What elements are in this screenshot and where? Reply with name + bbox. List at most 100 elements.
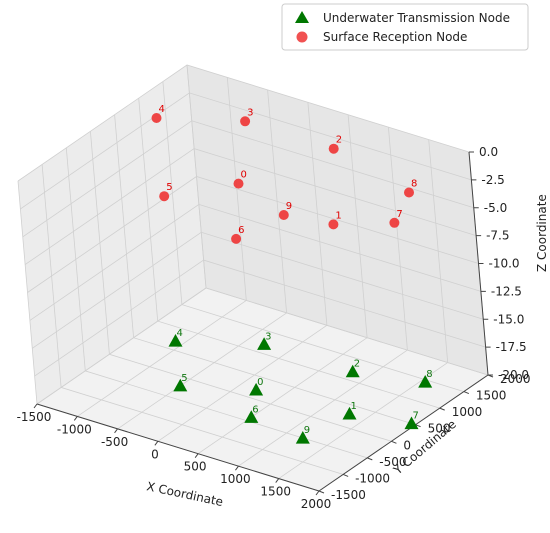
x-tick-label: -500 [101,435,128,449]
y-tick-label: 2000 [500,372,531,386]
tick-labels: -1500-1000-5000500100015002000-1500-1000… [17,145,531,511]
transmission-node-label: 7 [413,411,419,422]
y-tick [318,490,325,494]
z-tick-label: -10.0 [489,257,520,271]
x-tick-label: 2000 [301,497,332,511]
y-tick [439,407,445,411]
x-tick [33,403,38,409]
reception-node-label: 0 [241,170,247,181]
grid-line-z [22,120,474,238]
legend-series-2-label: Surface Reception Node [323,30,467,44]
y-tick [367,457,373,461]
reception-node-marker [278,210,289,220]
z-tick-label: -17.5 [496,340,527,354]
grid-line-z [32,231,484,349]
reception-node-marker [159,191,170,202]
transmission-node-marker [173,378,188,392]
legend-circle-icon [296,31,308,43]
transmission-node-label: 4 [177,328,183,339]
y-tick-label: -1000 [355,471,390,485]
z-tick-label: 0.0 [479,145,498,159]
transmission-node-marker [345,364,360,378]
x-tick-label: 500 [184,460,207,474]
grid-line-z [24,148,477,265]
reception-node-marker [233,178,244,189]
data-points: 0 1 2 3 4 5 6 7 8 9 0 1 2 3 4 5 6 7 8 9 [151,104,433,444]
x-axis-label: X Coordinate [145,479,224,509]
reception-node-marker [389,217,400,228]
transmission-node-label: 6 [252,404,258,415]
grid-line-z [20,92,472,210]
transmission-node-marker [244,410,259,423]
reception-node-label: 1 [335,210,341,221]
y-tick [391,440,397,444]
reception-node-marker [231,233,242,244]
reception-node-marker [240,116,251,127]
reception-node-marker [328,143,339,154]
z-tick-label: -5.0 [484,201,507,215]
x-tick [194,453,199,459]
x-tick [235,465,239,471]
grid-line-z [29,203,482,321]
x-tick-label: 1000 [220,472,251,486]
y-tick-label: 0 [403,438,411,452]
z-tick-label: -7.5 [486,229,509,243]
x-tick-label: -1000 [57,422,92,436]
y-tick-label: 500 [428,422,451,436]
grid-line-z [34,259,486,377]
y-axis-line [318,374,489,492]
floor-pane [37,288,488,491]
reception-node-label: 3 [247,107,253,118]
grid-line-z [27,176,479,293]
transmission-node-marker [342,406,357,420]
transmission-node-marker [257,337,272,350]
x-tick [275,478,280,483]
y-tick [463,391,470,395]
x-axis-line [36,403,320,492]
x-tick-label: -1500 [17,410,52,424]
z-tick-label: -20.0 [498,368,529,382]
legend-box [281,3,529,51]
transmission-node-label: 1 [351,401,357,412]
grid-line-z [36,287,489,405]
transmission-node-label: 0 [257,377,263,388]
reception-node-label: 4 [159,104,165,115]
x-tick-label: 0 [151,447,159,461]
x-tick-label: 1500 [260,485,291,499]
transmission-node-label: 5 [181,373,187,384]
grid-line-z [17,64,470,182]
transmission-node-label: 2 [354,359,360,370]
reception-node-label: 5 [166,182,172,193]
z-tick-label: -12.5 [491,284,522,298]
y-tick [415,424,421,428]
legend-triangle-icon [295,11,309,23]
x-tick [114,428,118,434]
reception-node-label: 6 [238,225,244,236]
reception-node-label: 8 [411,179,417,190]
transmission-node-marker [418,375,433,388]
z-axis-label: Z Coordinate [535,194,549,272]
z-tick-label: -2.5 [481,173,504,187]
y-tick-label: -500 [379,455,406,469]
x-tick [315,490,320,496]
legend-series-1-label: Underwater Transmission Node [323,11,510,25]
z-tick-label: -15.0 [493,312,524,326]
reception-node-label: 7 [396,209,402,220]
x-tick [73,416,78,421]
transmission-node-label: 9 [304,425,310,436]
reception-node-marker [328,219,339,230]
transmission-node-marker [404,416,419,430]
x-tick [154,440,159,446]
y-tick-label: 1000 [452,405,483,419]
reception-node-label: 2 [336,135,342,146]
legend: Underwater Transmission Node Surface Rec… [281,3,529,51]
transmission-node-label: 8 [426,369,432,380]
transmission-node-marker [295,431,310,444]
transmission-node-marker [249,382,264,396]
reception-node-label: 9 [286,201,292,212]
y-tick [342,473,349,477]
y-tick-label: 1500 [476,389,507,403]
reception-node-marker [151,113,162,123]
reception-node-marker [404,187,414,198]
